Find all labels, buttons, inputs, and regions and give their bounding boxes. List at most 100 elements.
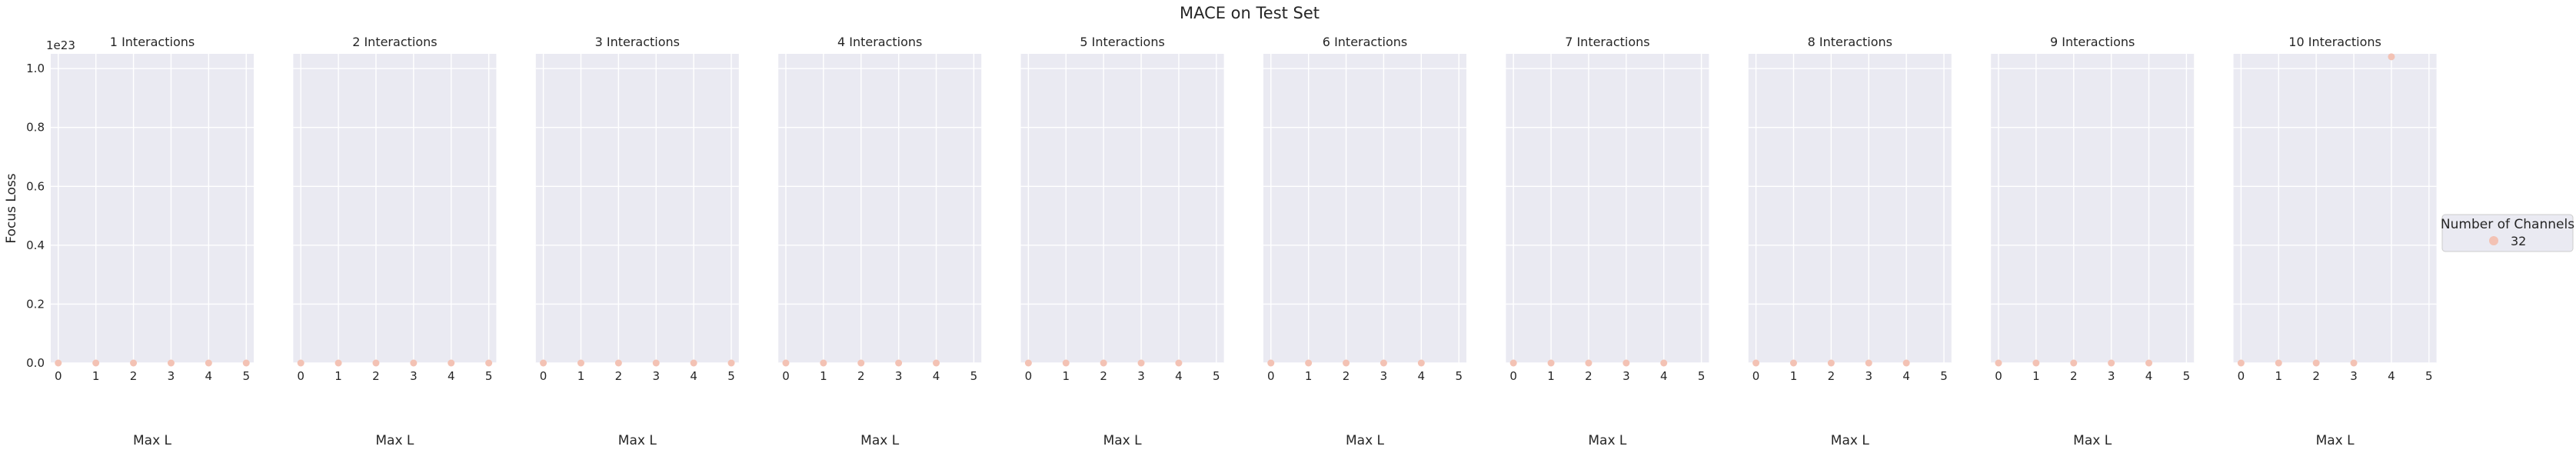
data-point — [2145, 359, 2153, 367]
x-tick-label: 0 — [540, 369, 547, 383]
data-point — [820, 359, 827, 367]
x-tick-label: 5 — [2183, 369, 2191, 383]
x-axis-label: Max L — [133, 433, 172, 448]
axes-background — [778, 54, 982, 363]
legend-title: Number of Channels — [2441, 217, 2574, 232]
data-point — [1024, 359, 1032, 367]
x-axis-label: Max L — [1346, 433, 1385, 448]
data-point — [1305, 359, 1313, 367]
data-point — [1267, 359, 1275, 367]
x-tick-label: 5 — [970, 369, 978, 383]
x-tick-label: 0 — [2238, 369, 2245, 383]
panel-title: 10 Interactions — [2288, 35, 2381, 49]
x-tick-label: 2 — [857, 369, 865, 383]
data-point — [2070, 359, 2078, 367]
data-point — [1827, 359, 1835, 367]
data-point — [540, 359, 547, 367]
x-axis-label: Max L — [1831, 433, 1870, 448]
y-exponent-label: 1e23 — [46, 38, 75, 52]
data-point — [1547, 359, 1555, 367]
data-point — [2108, 359, 2115, 367]
x-axis-label: Max L — [618, 433, 657, 448]
x-tick-label: 2 — [2312, 369, 2320, 383]
data-point — [2312, 359, 2320, 367]
x-tick-label: 2 — [1585, 369, 1593, 383]
x-tick-label: 0 — [1025, 369, 1033, 383]
legend-label-32: 32 — [2511, 234, 2526, 248]
axes-background — [1506, 54, 1709, 363]
x-tick-label: 1 — [2032, 369, 2040, 383]
x-tick-label: 0 — [782, 369, 790, 383]
x-tick-label: 0 — [1509, 369, 1517, 383]
x-tick-label: 1 — [577, 369, 585, 383]
data-point — [410, 359, 418, 367]
data-point — [1660, 359, 1668, 367]
x-tick-label: 1 — [334, 369, 342, 383]
x-tick-label: 3 — [1380, 369, 1388, 383]
y-tick-label: 1.0 — [26, 62, 45, 75]
data-point — [2388, 53, 2395, 61]
panel-title: 2 Interactions — [352, 35, 437, 49]
axes-background — [1748, 54, 1952, 363]
data-point — [2032, 359, 2040, 367]
x-tick-label: 0 — [1995, 369, 2002, 383]
x-tick-label: 3 — [2108, 369, 2115, 383]
x-tick-label: 5 — [485, 369, 493, 383]
data-point — [1509, 359, 1517, 367]
y-tick-label: 0.2 — [26, 297, 45, 311]
data-point — [1343, 359, 1350, 367]
x-tick-label: 5 — [1213, 369, 1220, 383]
data-point — [448, 359, 455, 367]
x-tick-label: 5 — [242, 369, 250, 383]
x-tick-label: 3 — [1137, 369, 1145, 383]
x-tick-label: 4 — [1175, 369, 1183, 383]
x-tick-label: 1 — [820, 369, 827, 383]
x-tick-label: 2 — [2070, 369, 2078, 383]
x-tick-label: 0 — [297, 369, 305, 383]
data-point — [1585, 359, 1593, 367]
x-tick-label: 5 — [1698, 369, 1706, 383]
x-tick-label: 0 — [1267, 369, 1275, 383]
x-tick-label: 5 — [2425, 369, 2433, 383]
data-point — [1789, 359, 1797, 367]
y-tick-label: 0.0 — [26, 356, 45, 370]
x-tick-label: 4 — [690, 369, 697, 383]
data-point — [167, 359, 175, 367]
legend: Number of Channels 32 — [2441, 214, 2574, 252]
x-tick-label: 2 — [1828, 369, 1835, 383]
data-point — [1100, 359, 1107, 367]
axes-background — [1020, 54, 1224, 363]
data-point — [782, 359, 790, 367]
x-tick-label: 3 — [168, 369, 175, 383]
x-tick-label: 5 — [1940, 369, 1948, 383]
axes-background — [1991, 54, 2195, 363]
data-point — [92, 359, 100, 367]
x-tick-label: 3 — [1622, 369, 1630, 383]
data-point — [205, 359, 212, 367]
data-point — [1865, 359, 1872, 367]
x-tick-label: 4 — [1418, 369, 1426, 383]
data-point — [1137, 359, 1145, 367]
x-tick-label: 5 — [727, 369, 735, 383]
data-point — [242, 359, 250, 367]
data-point — [334, 359, 342, 367]
x-tick-label: 4 — [2145, 369, 2153, 383]
data-point — [577, 359, 584, 367]
data-point — [55, 359, 62, 367]
data-point — [2350, 359, 2358, 367]
data-point — [1752, 359, 1760, 367]
x-tick-label: 3 — [652, 369, 660, 383]
x-tick-label: 3 — [2350, 369, 2358, 383]
x-axis-label: Max L — [1588, 433, 1627, 448]
data-point — [1902, 359, 1910, 367]
x-axis-label: Max L — [860, 433, 900, 448]
axes-background — [535, 54, 739, 363]
x-axis-label: Max L — [2316, 433, 2355, 448]
x-tick-label: 0 — [1752, 369, 1760, 383]
y-tick-label: 0.8 — [26, 121, 45, 135]
data-point — [372, 359, 380, 367]
panel-title: 4 Interactions — [837, 35, 922, 49]
panel-title: 7 Interactions — [1565, 35, 1649, 49]
data-point — [130, 359, 138, 367]
panel-title: 9 Interactions — [2050, 35, 2135, 49]
